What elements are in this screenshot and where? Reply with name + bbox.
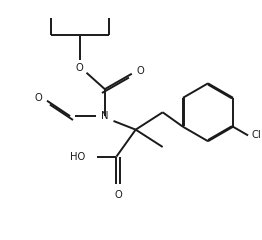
Text: O: O — [76, 63, 84, 73]
Text: HO: HO — [70, 152, 86, 162]
Text: O: O — [114, 190, 122, 200]
Text: N: N — [101, 111, 108, 121]
Text: O: O — [34, 93, 42, 103]
Text: Cl: Cl — [252, 130, 262, 140]
Text: O: O — [137, 66, 144, 76]
